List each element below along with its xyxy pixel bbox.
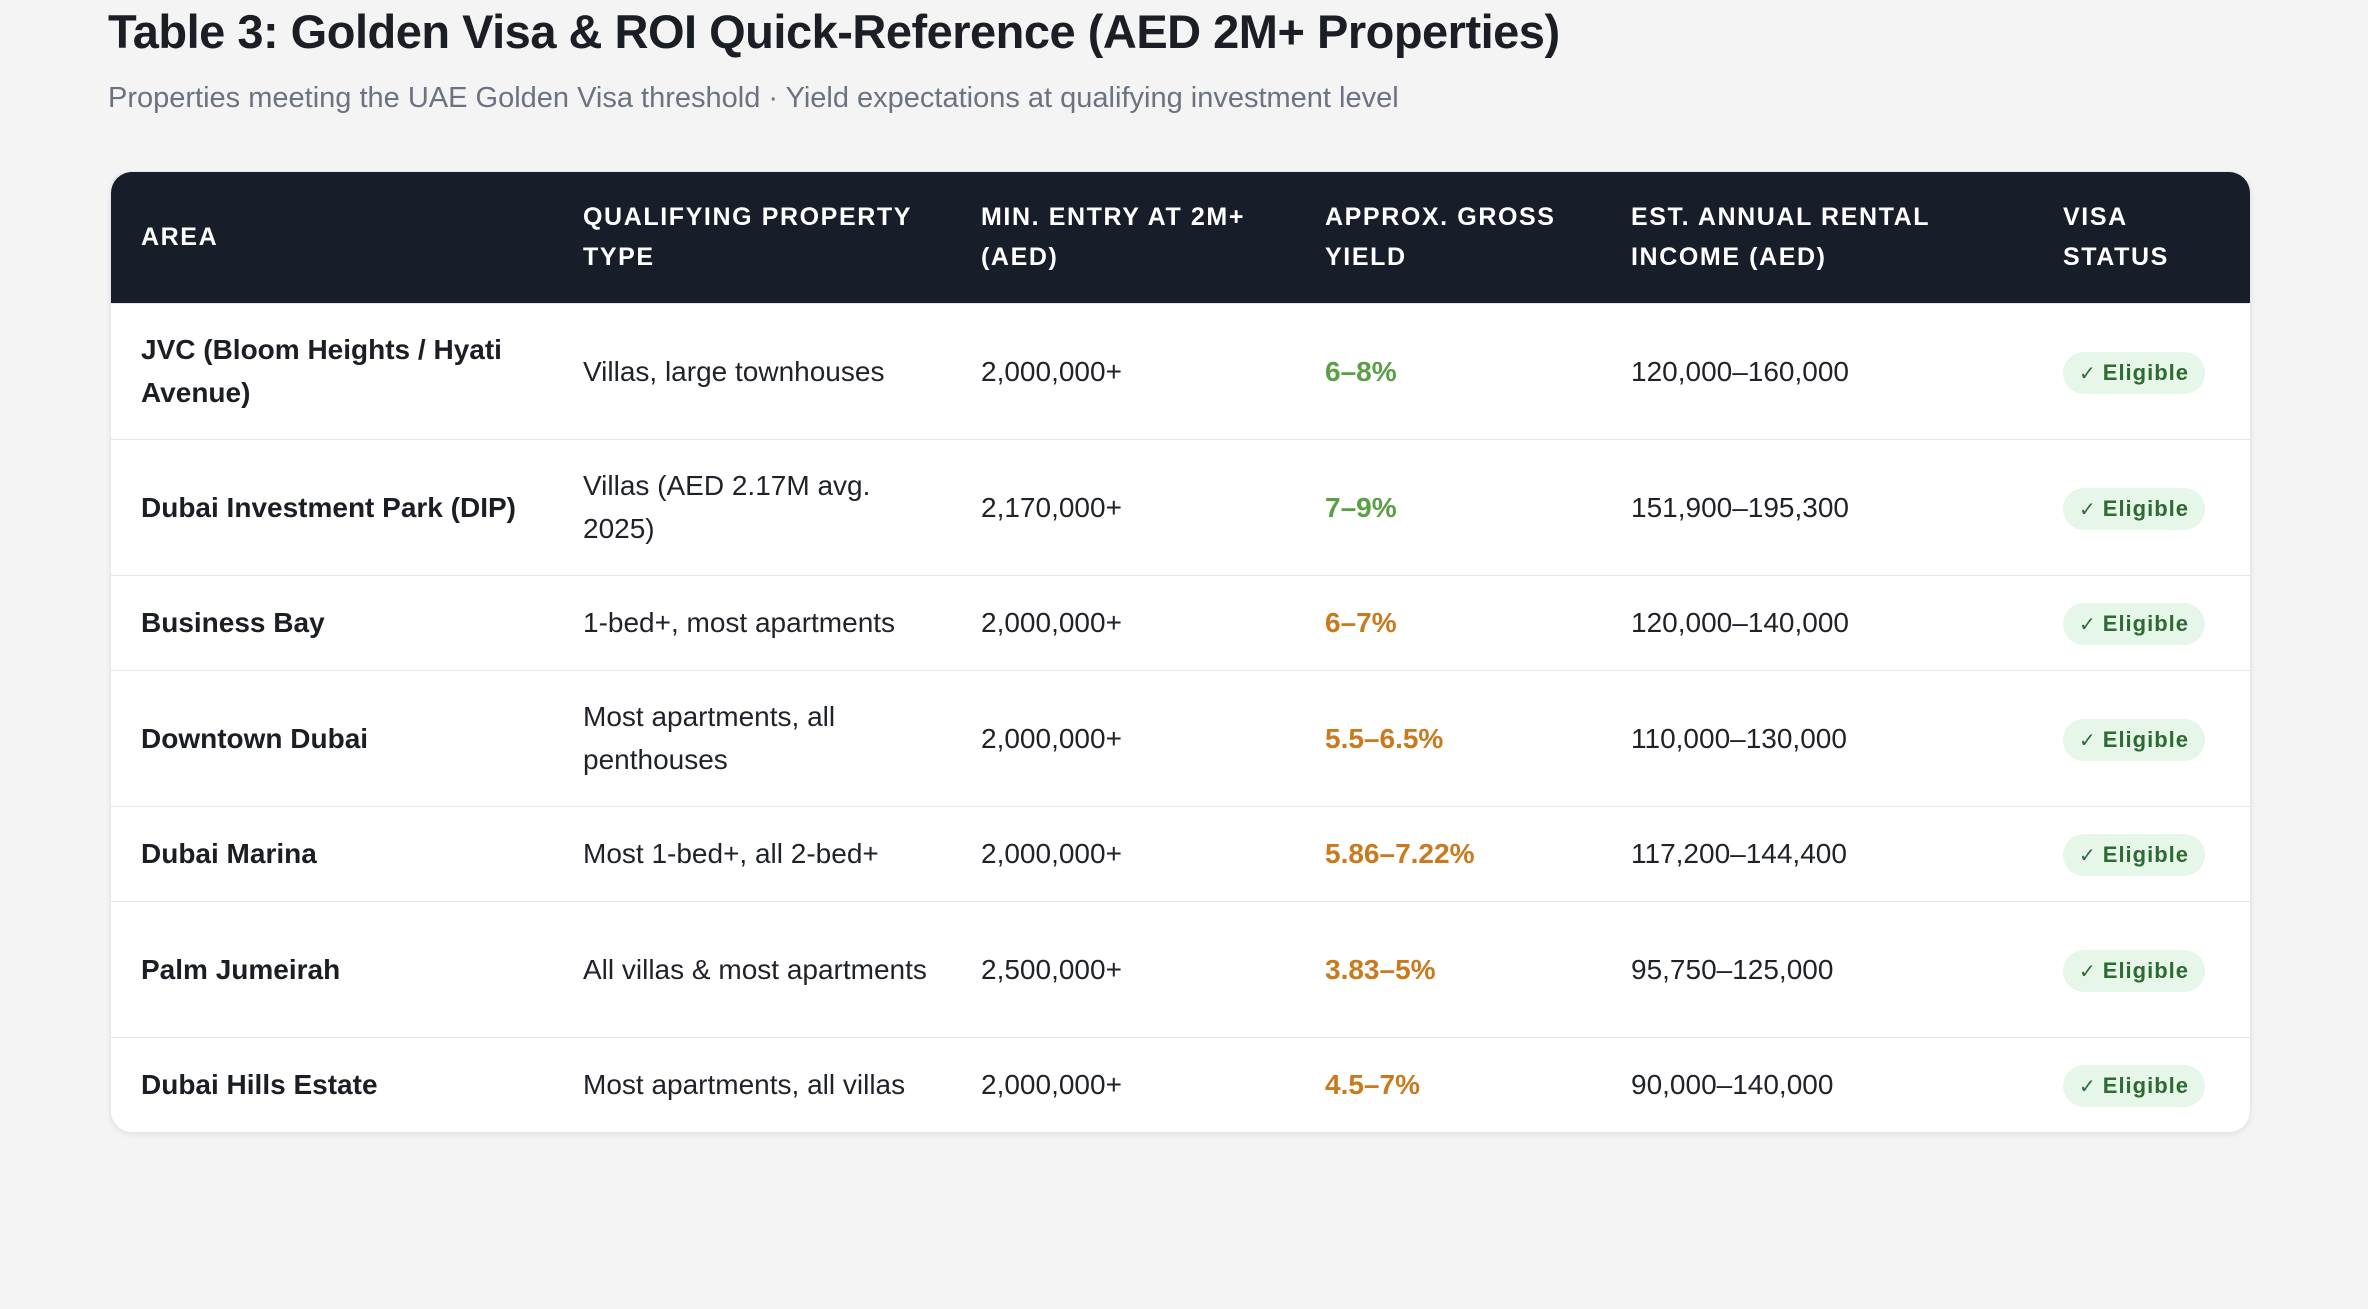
status-badge: ✓ Eligible [2063,487,2206,530]
property-type-cell: Villas (AED 2.17M avg. 2025) [553,438,951,575]
area-cell: Downtown Dubai [111,669,553,806]
min-entry-cell: 2,000,000+ [951,1036,1295,1132]
status-label: Eligible [2102,1073,2190,1099]
check-icon: ✓ [2079,729,2097,752]
min-entry-cell: 2,000,000+ [951,669,1295,806]
column-header: Est. Annual Rental Income (AED) [1631,203,1930,272]
rental-income-cell: 120,000–160,000 [1601,302,2033,439]
visa-status-cell: ✓ Eligible [2033,900,2250,1037]
status-badge: ✓ Eligible [2063,1065,2206,1108]
min-entry-cell: 2,500,000+ [951,900,1295,1037]
table-row: Dubai Hills Estate Most apartments, all v… [111,1036,2250,1132]
table-row: Downtown Dubai Most apartments, all penth… [111,669,2250,806]
min-entry-cell: 2,000,000+ [951,805,1295,901]
rental-income-cell: 90,000–140,000 [1601,1036,2033,1132]
rental-income-cell: 95,750–125,000 [1601,900,2033,1037]
column-header: Qualifying Property Type [583,203,912,272]
page-subtitle: Properties meeting the UAE Golden Visa t… [108,82,1399,114]
check-icon: ✓ [2079,845,2097,867]
golden-visa-table: Area Qualifying Property Type Min. Entry… [111,172,2250,1132]
area-cell: Dubai Hills Estate [111,1036,553,1132]
status-badge: ✓ Eligible [2063,718,2206,761]
min-entry-cell: 2,170,000+ [951,438,1295,575]
table-row: Dubai Marina Most 1-bed+, all 2-bed+ 2,000… [111,805,2250,901]
check-icon: ✓ [2079,960,2097,983]
visa-status-cell: ✓ Eligible [2033,805,2250,901]
status-badge: ✓ Eligible [2063,834,2206,876]
rental-income-cell: 110,000–130,000 [1601,669,2033,806]
property-type-cell: 1-bed+, most apartments [553,574,951,670]
column-header: Min. Entry at 2M+ (AED) [981,203,1246,272]
visa-status-cell: ✓ Eligible [2033,1036,2250,1132]
gross-yield-cell: 6–8% [1295,302,1601,439]
area-cell: JVC (Bloom Heights / Hyati Avenue) [111,302,553,439]
status-label: Eligible [2102,495,2190,521]
table-row: Dubai Investment Park (DIP) Villas (AED 2… [111,438,2250,575]
area-cell: Business Bay [111,574,553,670]
gross-yield-cell: 3.83–5% [1295,900,1601,1037]
check-icon: ✓ [2079,498,2097,521]
status-label: Eligible [2102,842,2190,867]
check-icon: ✓ [2079,1076,2097,1099]
table-row: Palm Jumeirah All villas & most apartment… [111,900,2250,1037]
visa-status-cell: ✓ Eligible [2033,574,2250,670]
property-type-cell: All villas & most apartments [553,900,951,1037]
rental-income-cell: 120,000–140,000 [1601,574,2033,670]
status-label: Eligible [2102,611,2190,636]
property-type-cell: Villas, large townhouses [553,302,951,439]
visa-status-cell: ✓ Eligible [2033,669,2250,806]
gross-yield-cell: 6–7% [1295,574,1601,670]
column-header: Area [141,223,219,252]
min-entry-cell: 2,000,000+ [951,302,1295,439]
table-row: JVC (Bloom Heights / Hyati Avenue) Villas… [111,302,2250,439]
status-badge: ✓ Eligible [2063,949,2206,992]
column-header: Visa Status [2063,203,2169,272]
status-label: Eligible [2102,957,2190,983]
status-badge: ✓ Eligible [2063,351,2206,394]
area-cell: Dubai Marina [111,805,553,901]
table-row: Business Bay 1-bed+, most apartments 2,000… [111,574,2250,670]
visa-status-cell: ✓ Eligible [2033,302,2250,439]
rental-income-cell: 151,900–195,300 [1601,438,2033,575]
property-type-cell: Most 1-bed+, all 2-bed+ [553,805,951,901]
property-type-cell: Most apartments, all penthouses [553,669,951,806]
rental-income-cell: 117,200–144,400 [1601,805,2033,901]
page-title: Table 3: Golden Visa & ROI Quick-Referen… [108,5,1560,58]
area-cell: Palm Jumeirah [111,900,553,1037]
gross-yield-cell: 5.5–6.5% [1295,669,1601,806]
check-icon: ✓ [2079,362,2097,385]
min-entry-cell: 2,000,000+ [951,574,1295,670]
status-label: Eligible [2102,726,2190,752]
data-table-card: Area Qualifying Property Type Min. Entry… [110,171,2251,1133]
gross-yield-cell: 4.5–7% [1295,1036,1601,1132]
area-cell: Dubai Investment Park (DIP) [111,438,553,575]
property-type-cell: Most apartments, all villas [553,1036,951,1132]
gross-yield-cell: 5.86–7.22% [1295,805,1601,901]
check-icon: ✓ [2079,614,2097,636]
table-header-row: Area Qualifying Property Type Min. Entry… [111,172,2250,303]
column-header: Approx. Gross Yield [1325,203,1556,272]
visa-status-cell: ✓ Eligible [2033,438,2250,575]
gross-yield-cell: 7–9% [1295,438,1601,575]
status-label: Eligible [2102,359,2190,385]
status-badge: ✓ Eligible [2063,603,2206,645]
